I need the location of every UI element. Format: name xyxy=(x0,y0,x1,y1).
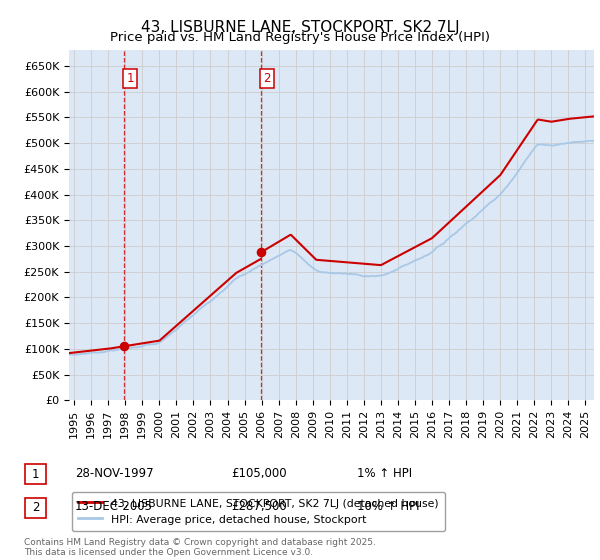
FancyBboxPatch shape xyxy=(25,464,46,484)
Text: 1% ↑ HPI: 1% ↑ HPI xyxy=(357,466,412,480)
FancyBboxPatch shape xyxy=(25,498,46,518)
Text: 43, LISBURNE LANE, STOCKPORT, SK2 7LJ: 43, LISBURNE LANE, STOCKPORT, SK2 7LJ xyxy=(140,20,460,35)
Text: 1: 1 xyxy=(126,72,134,85)
Point xyxy=(256,248,266,257)
Text: £105,000: £105,000 xyxy=(231,466,287,480)
Text: 1: 1 xyxy=(32,468,39,481)
Text: Price paid vs. HM Land Registry's House Price Index (HPI): Price paid vs. HM Land Registry's House … xyxy=(110,31,490,44)
Text: Contains HM Land Registry data © Crown copyright and database right 2025.
This d: Contains HM Land Registry data © Crown c… xyxy=(24,538,376,557)
Legend: 43, LISBURNE LANE, STOCKPORT, SK2 7LJ (detached house), HPI: Average price, deta: 43, LISBURNE LANE, STOCKPORT, SK2 7LJ (d… xyxy=(72,492,445,531)
Text: 28-NOV-1997: 28-NOV-1997 xyxy=(75,466,154,480)
Point xyxy=(119,342,128,351)
Text: 10% ↑ HPI: 10% ↑ HPI xyxy=(357,500,419,514)
Text: 2: 2 xyxy=(32,501,39,515)
Text: 13-DEC-2005: 13-DEC-2005 xyxy=(75,500,153,514)
Text: 2: 2 xyxy=(263,72,271,85)
Text: £287,500: £287,500 xyxy=(231,500,287,514)
